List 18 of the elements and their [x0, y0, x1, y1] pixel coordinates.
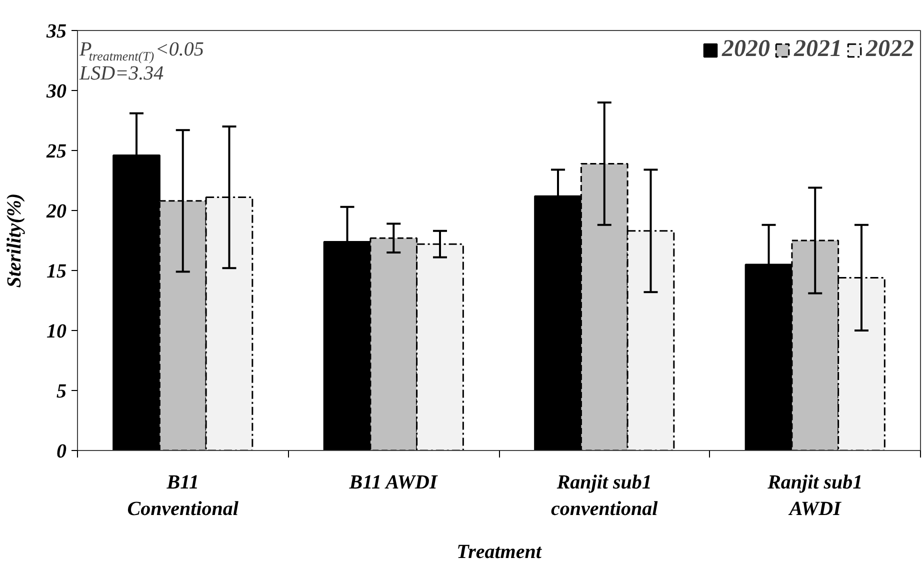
legend-label: 2022 — [866, 36, 914, 63]
y-tick-label: 0 — [56, 440, 66, 462]
x-tick-label: B11 AWDI — [348, 472, 438, 494]
legend-label: 2021 — [794, 36, 842, 63]
y-tick-label: 25 — [46, 140, 66, 162]
y-tick-label: 30 — [46, 80, 66, 102]
y-tick-label: 20 — [46, 200, 66, 222]
x-tick-label: Ranjit sub1 conventional — [551, 472, 658, 520]
x-axis-title: Treatment — [456, 540, 543, 563]
legend-label: 2020 — [722, 36, 770, 63]
y-axis-title: Sterility(%) — [4, 193, 26, 288]
y-tick-label: 15 — [46, 260, 66, 282]
x-tick-label: B11 Conventional — [127, 472, 239, 520]
y-tick-label: 10 — [46, 320, 66, 342]
y-tick-label: 5 — [56, 380, 66, 402]
x-tick-label: Ranjit sub1 AWDI — [766, 472, 863, 520]
y-tick-label: 35 — [46, 20, 66, 42]
annotation: LSD=3.34 — [78, 62, 164, 84]
